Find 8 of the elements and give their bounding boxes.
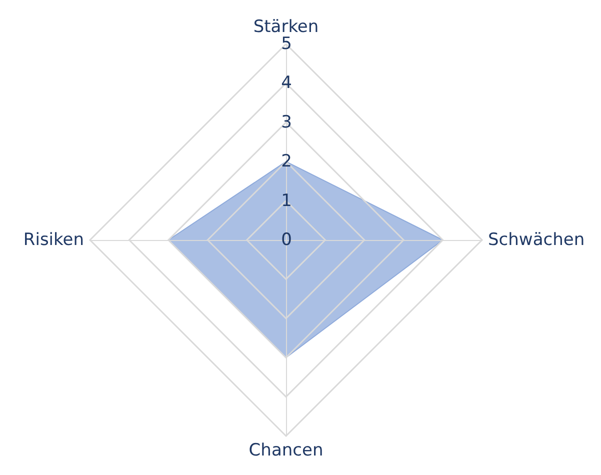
- y-tick-label: 2: [281, 152, 292, 172]
- y-tick-label: 3: [281, 112, 292, 132]
- spoke-label: Risiken: [23, 230, 84, 250]
- spoke-label: Schwächen: [488, 230, 585, 250]
- y-tick-label: 0: [281, 230, 292, 250]
- y-tick-label: 4: [281, 73, 292, 94]
- spoke-label: Chancen: [248, 440, 324, 460]
- y-tick-label: 1: [281, 190, 292, 211]
